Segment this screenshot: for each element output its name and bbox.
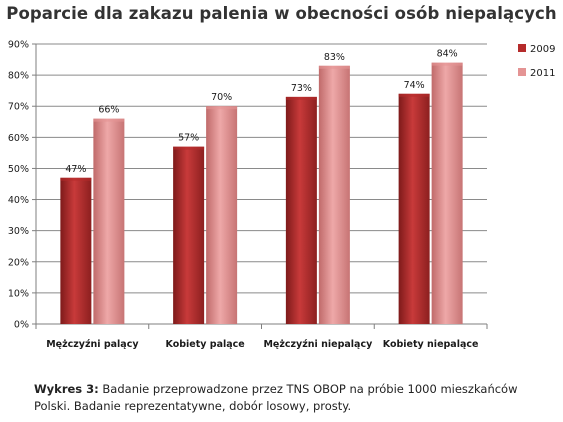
y-tick-label: 80% [8,71,29,82]
data-label: 84% [437,49,458,60]
axes: 0% 10% 20% 30% 40% 50% 60% 70% 80% 90% Mężczyźni p… [8,40,488,350]
y-tick-label: 50% [8,164,29,175]
bar-top-cap [318,65,350,69]
y-tick-label: 40% [8,195,29,206]
y-tick-label: 10% [8,288,29,299]
bar-top-cap [285,96,317,100]
legend: 2009 2011 [518,44,555,79]
legend-label: 2011 [530,68,555,79]
bar-top-cap [206,106,238,110]
y-tick-label: 20% [8,257,29,268]
data-label: 66% [98,105,119,116]
data-label: 74% [404,80,425,91]
x-tick-label: Kobiety palące [166,339,245,350]
data-labels: 47% 66% 57% 70% 73% 83% 74% 84% [65,49,457,175]
y-tick-label: 0% [14,320,29,331]
x-tick-label: Mężczyźni palący [46,339,139,350]
bar [60,177,92,324]
legend-label: 2009 [530,44,555,55]
bar [285,96,317,324]
legend-swatch [518,44,526,52]
bar-top-cap [173,146,205,150]
bar [318,65,350,325]
caption-text: Badanie przeprowadzone przez TNS OBOP na… [34,382,518,413]
y-tick-label: 70% [8,102,29,113]
bar [398,93,430,325]
legend-swatch [518,68,526,76]
bar-top-cap [60,177,92,181]
bar-top-cap [398,93,430,97]
data-label: 57% [178,133,199,144]
y-tick-label: 30% [8,226,29,237]
bar-top-cap [93,118,125,122]
bar [173,146,205,324]
bars [60,62,463,325]
bar [93,118,125,325]
y-tick-label: 60% [8,133,29,144]
caption-label: Wykres 3: [34,382,99,396]
y-tick-label: 90% [8,40,29,51]
x-tick-label: Kobiety niepalące [383,339,479,350]
bar [206,106,238,324]
data-label: 70% [211,92,232,103]
figure-caption: Wykres 3: Badanie przeprowadzone przez T… [34,381,534,415]
bar [431,62,463,325]
data-label: 83% [324,52,345,63]
data-label: 47% [65,164,86,175]
data-label: 73% [291,83,312,94]
bar-top-cap [431,62,463,66]
x-tick-label: Mężczyźni niepalący [263,339,373,350]
chart-title: Poparcie dla zakazu palenia w obecności … [6,4,557,23]
